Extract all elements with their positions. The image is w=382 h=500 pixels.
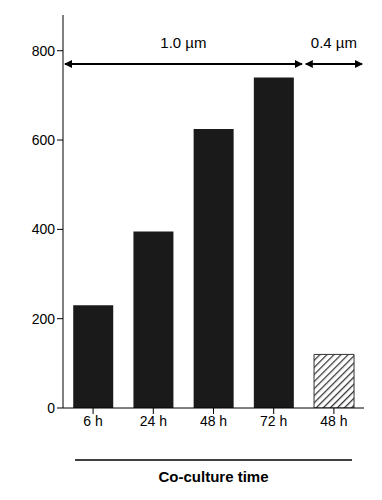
svg-text:1.0 µm: 1.0 µm: [160, 34, 206, 51]
svg-text:24 h: 24 h: [140, 413, 167, 429]
svg-text:0: 0: [47, 400, 55, 416]
svg-text:400: 400: [32, 221, 56, 237]
svg-text:48 h: 48 h: [200, 413, 227, 429]
svg-text:0.4 µm: 0.4 µm: [311, 34, 357, 51]
svg-text:48 h: 48 h: [320, 413, 347, 429]
svg-text:6 h: 6 h: [83, 413, 102, 429]
svg-text:72 h: 72 h: [260, 413, 287, 429]
svg-text:200: 200: [32, 311, 56, 327]
svg-text:600: 600: [32, 132, 56, 148]
svg-text:800: 800: [32, 43, 56, 59]
svg-text:Co-culture time: Co-culture time: [158, 468, 268, 485]
